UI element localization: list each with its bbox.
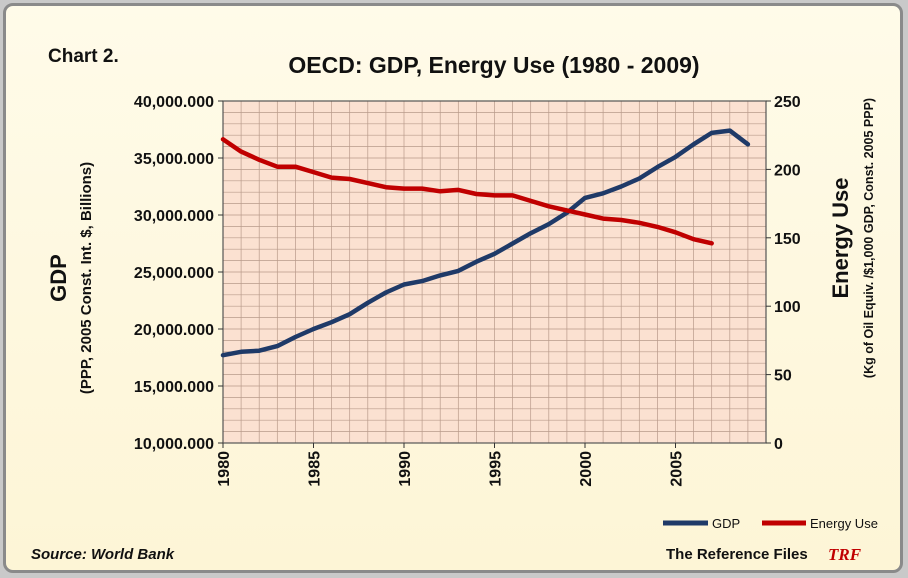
data-point-energy xyxy=(239,149,243,154)
data-point-energy xyxy=(583,212,587,217)
data-point-energy xyxy=(420,186,424,191)
y-left-tick-label: 15,000.000 xyxy=(134,379,214,396)
data-point-energy xyxy=(402,186,406,191)
data-point-energy xyxy=(601,216,605,221)
data-point-gdp xyxy=(728,128,732,133)
data-point-gdp xyxy=(492,251,497,256)
data-point-gdp xyxy=(221,353,225,358)
x-tick-label: 2000 xyxy=(578,451,595,487)
data-point-energy xyxy=(293,164,298,169)
data-point-gdp xyxy=(420,279,424,283)
data-point-energy xyxy=(528,199,533,203)
legend: GDP Energy Use xyxy=(663,516,878,531)
data-point-gdp xyxy=(673,155,678,159)
data-point-energy xyxy=(492,193,497,198)
data-point-gdp xyxy=(347,312,352,316)
y-left-tick-label: 35,000.000 xyxy=(134,151,214,168)
footer-brand: The Reference Files xyxy=(666,546,808,563)
legend-label-gdp: GDP xyxy=(712,516,740,531)
data-point-gdp xyxy=(257,348,261,353)
data-point-energy xyxy=(384,185,388,189)
data-point-gdp xyxy=(746,142,750,147)
series-line-energy xyxy=(220,137,714,246)
data-point-energy xyxy=(438,189,443,194)
data-point-energy xyxy=(347,177,352,181)
data-point-gdp xyxy=(438,273,443,278)
data-point-gdp xyxy=(311,327,316,331)
data-point-gdp xyxy=(366,300,370,305)
y-right-label-main: Energy Use xyxy=(828,177,853,298)
data-point-gdp xyxy=(547,222,551,226)
data-point-gdp xyxy=(384,290,388,295)
data-point-energy xyxy=(637,220,642,225)
footer-logo: TRF xyxy=(828,545,862,564)
data-point-gdp xyxy=(293,335,298,339)
data-point-energy xyxy=(221,137,225,142)
chart-title: OECD: GDP, Energy Use (1980 - 2009) xyxy=(288,52,699,78)
x-tick-label: 1980 xyxy=(216,451,233,487)
data-point-gdp xyxy=(637,176,642,181)
y-right-label-sub: (Kg of Oil Equiv. /$1,000 GDP, Const. 20… xyxy=(862,98,876,378)
data-point-gdp xyxy=(510,241,515,246)
data-point-gdp xyxy=(456,269,461,273)
x-tick-label: 2005 xyxy=(669,451,686,487)
data-point-energy xyxy=(619,218,623,222)
data-point-gdp xyxy=(691,142,696,147)
y-left-tick-label: 10,000.000 xyxy=(134,436,214,453)
data-point-gdp xyxy=(329,320,334,324)
x-tick-label: 1990 xyxy=(397,451,414,487)
y-left-label-sub: (PPP, 2005 Const. Int. $, Billions) xyxy=(78,162,95,394)
chart-canvas: 10,000.000 15,000.000 20,000.000 25,000.000… xyxy=(31,46,878,564)
y-right-tick-label: 250 xyxy=(774,94,801,111)
x-tick-label: 1995 xyxy=(488,451,505,487)
data-point-gdp xyxy=(619,184,623,189)
y-right-tick-label: 150 xyxy=(774,231,801,248)
data-point-gdp xyxy=(402,282,406,287)
y-left-tick-label: 20,000.000 xyxy=(134,322,214,339)
chart-frame: 10,000.000 15,000.000 20,000.000 25,000.000… xyxy=(3,3,903,573)
data-point-gdp xyxy=(474,259,479,264)
data-point-gdp xyxy=(275,344,280,348)
legend-label-energy: Energy Use xyxy=(810,516,878,531)
data-point-energy xyxy=(257,158,261,162)
y-left-label-main: GDP xyxy=(46,254,71,302)
data-point-energy xyxy=(366,181,370,185)
y-right-tick-label: 0 xyxy=(774,436,783,453)
data-point-gdp xyxy=(655,165,660,169)
data-point-energy xyxy=(673,230,678,235)
data-point-energy xyxy=(510,193,515,198)
data-point-gdp xyxy=(583,196,587,200)
data-point-energy xyxy=(329,175,334,180)
data-point-gdp xyxy=(239,350,243,354)
data-point-energy xyxy=(709,241,714,246)
data-point-energy xyxy=(456,188,461,192)
y-left-tick-label: 25,000.000 xyxy=(134,265,214,282)
grid-lines xyxy=(223,100,766,444)
y-right-tick-label: 200 xyxy=(774,162,801,179)
data-point-energy xyxy=(655,225,660,229)
data-point-energy xyxy=(547,204,551,209)
data-point-gdp xyxy=(709,131,714,135)
y-left-tick-label: 40,000.000 xyxy=(134,94,214,111)
data-point-energy xyxy=(565,208,569,213)
data-point-energy xyxy=(474,192,479,196)
axis-ticks: 10,000.000 15,000.000 20,000.000 25,000.000… xyxy=(134,94,801,487)
data-point-gdp xyxy=(601,191,605,196)
data-point-energy xyxy=(691,237,696,241)
series-line-gdp xyxy=(220,128,751,358)
y-right-tick-label: 50 xyxy=(774,368,792,385)
chart-label: Chart 2. xyxy=(48,46,119,67)
source-note: Source: World Bank xyxy=(31,546,175,563)
data-point-gdp xyxy=(528,231,533,236)
series-layer xyxy=(220,128,751,358)
y-left-tick-label: 30,000.000 xyxy=(134,208,214,225)
y-right-tick-label: 100 xyxy=(774,299,801,316)
data-point-energy xyxy=(311,170,316,174)
x-tick-label: 1985 xyxy=(307,451,324,487)
data-point-energy xyxy=(275,164,280,169)
